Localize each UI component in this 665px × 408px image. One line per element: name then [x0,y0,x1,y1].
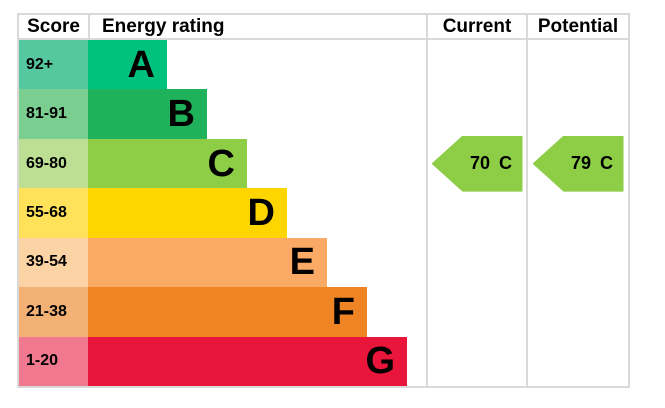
header-divider [19,38,628,40]
score-range-cell: 55-68 [19,188,88,238]
score-range-cell: 92+ [19,40,88,90]
energy-rating-header: Energy rating [102,15,225,37]
energy-band-letter: D [247,191,275,234]
current-rating-arrow: 70 C [431,135,523,192]
score-range-cell: 81-91 [19,89,88,139]
potential-column: 79 C [528,40,628,386]
current-rating-value: 70 [469,153,491,174]
epc-table: Score Energy rating Current Potential 92… [17,13,630,388]
score-range-cell: 69-80 [19,138,88,189]
energy-band-bar: C [88,138,247,189]
score-range-cell: 21-38 [19,287,88,337]
energy-band-bar: D [88,188,287,238]
energy-band-row: C [88,138,426,189]
current-column: 70 C [428,40,526,386]
potential-column-divider [526,15,528,386]
energy-band-bar: G [88,336,407,386]
current-rating-letter: C [499,153,513,174]
energy-band-bar: A [88,40,167,90]
score-range-cell: 39-54 [19,237,88,288]
current-column-divider [426,15,428,386]
score-range-cell: 1-20 [19,336,88,386]
potential-rating-letter: C [600,153,614,174]
potential-rating-arrow: 79 C [532,135,624,192]
energy-band-row: A [88,40,426,90]
energy-band-row: G [88,336,426,386]
potential-rating-value: 79 [570,153,592,174]
energy-band-letter: A [127,43,155,86]
energy-band-letter: E [289,241,315,284]
energy-band-row: F [88,287,426,337]
score-header: Score [27,15,80,37]
energy-band-row: E [88,237,426,288]
energy-band-letter: G [365,340,395,383]
potential-header: Potential [537,15,619,37]
energy-band-letter: C [207,142,235,185]
energy-band-row: B [88,89,426,139]
energy-band-row: D [88,188,426,238]
energy-band-bar: E [88,237,327,288]
current-header: Current [442,15,512,37]
score-column: 92+ 81-91 69-80 55-68 39-54 21-38 1-20 [19,40,88,386]
energy-band-letter: F [331,290,355,333]
energy-band-letter: B [167,93,195,136]
score-column-divider [88,15,90,38]
energy-band-bar: B [88,89,207,139]
energy-band-bar: F [88,287,367,337]
